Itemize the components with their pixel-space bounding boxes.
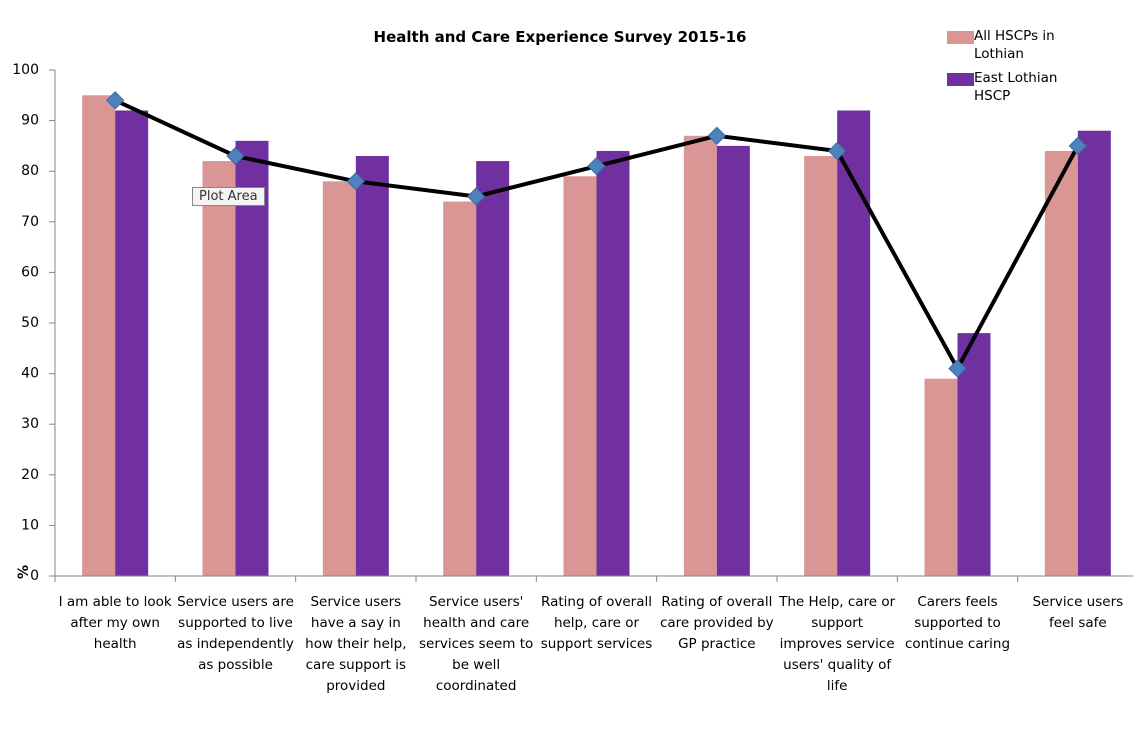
y-tick-label: 40 (21, 366, 39, 382)
y-tick-label: 30 (21, 416, 39, 432)
bar (957, 333, 991, 576)
bar (355, 156, 389, 576)
bar (1044, 150, 1078, 576)
bar (924, 378, 958, 576)
line-marker (466, 187, 486, 206)
line-marker (587, 156, 606, 176)
line-marker (226, 146, 245, 166)
bar (322, 181, 356, 576)
x-tick-label: The Help, care or support improves servi… (779, 594, 896, 694)
chart-title: Health and Care Experience Survey 2015-1… (373, 28, 747, 46)
bar (115, 110, 149, 576)
y-axis-label: % (16, 565, 32, 579)
y-tick-label: 50 (21, 315, 39, 331)
y-tick-label: 90 (21, 113, 39, 129)
x-tick-label: Service users are supported to live as i… (177, 594, 294, 673)
line-marker (827, 141, 847, 161)
x-tick-label: Carers feels supported to continue carin… (904, 594, 1011, 652)
bar (443, 201, 477, 576)
line-marker (948, 359, 967, 378)
y-tick-label: 0 (30, 568, 39, 584)
line-marker (346, 172, 366, 191)
bar (82, 95, 116, 577)
bar (563, 176, 597, 576)
line-marker (105, 91, 125, 110)
legend-label: All HSCPs in Lothian (974, 28, 1055, 62)
y-tick-label: 100 (12, 62, 39, 78)
x-tick-label: Rating of overall help, care or support … (540, 594, 653, 652)
line-marker (1068, 136, 1088, 156)
bar (235, 140, 269, 576)
y-tick-label: 70 (21, 214, 39, 230)
legend-swatch (947, 73, 974, 86)
bar (476, 161, 510, 576)
y-tick-label: 10 (21, 517, 39, 533)
bar (596, 150, 630, 576)
legend-label: East Lothian HSCP (974, 70, 1058, 104)
bar (804, 156, 838, 576)
bar (837, 110, 871, 576)
y-tick-label: 60 (21, 264, 39, 280)
annotation: Plot Area (192, 187, 265, 206)
x-tick-label: Service users feel safe (1032, 594, 1124, 631)
bar (1077, 130, 1111, 576)
bar (683, 135, 717, 576)
x-tick-label: Service users have a say in how their he… (305, 594, 407, 694)
legend-swatch (947, 31, 974, 44)
y-tick-label: 20 (21, 467, 39, 483)
line-marker (707, 126, 727, 145)
bar (202, 161, 236, 576)
x-tick-label: Service users' health and care services … (418, 594, 534, 694)
bar (716, 145, 750, 576)
y-tick-label: 80 (21, 163, 39, 179)
x-tick-label: Rating of overall care provided by GP pr… (659, 594, 774, 652)
x-tick-label: I am able to look after my own health (58, 594, 172, 652)
